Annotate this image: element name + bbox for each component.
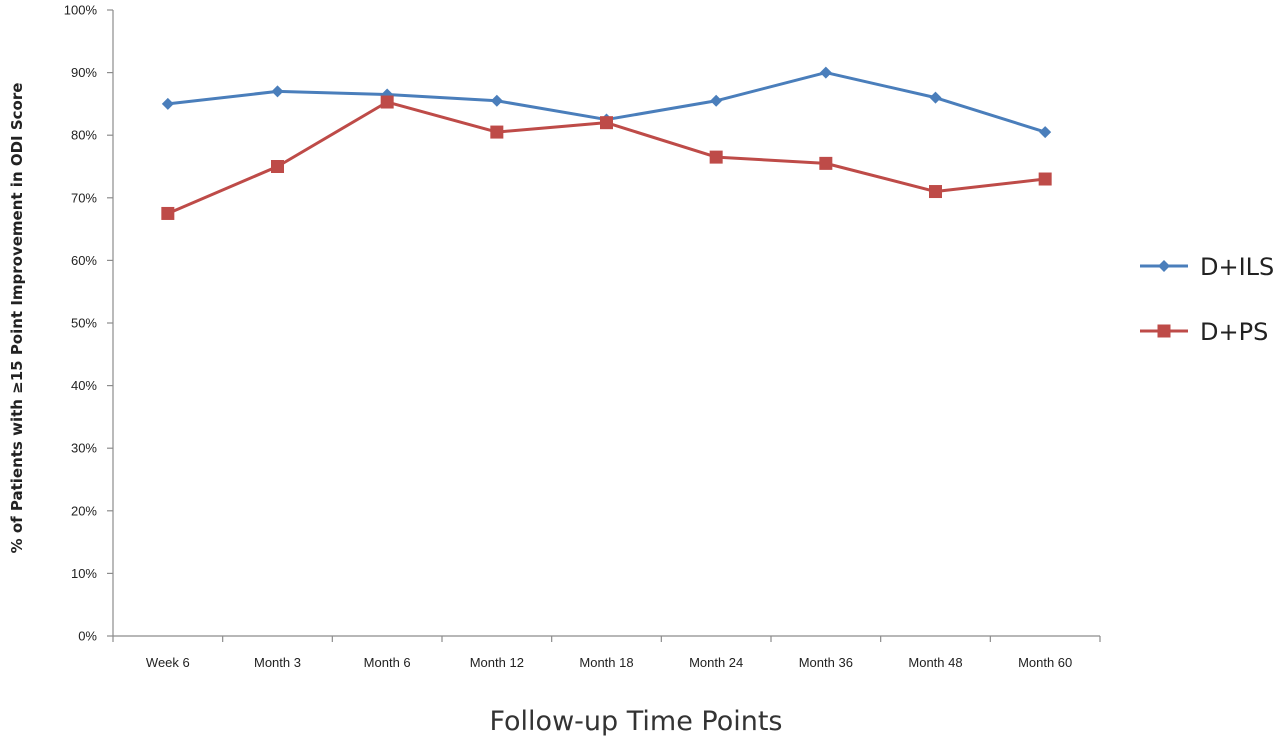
y-tick-label: 80% — [71, 128, 97, 143]
y-tick-label: 10% — [71, 566, 97, 581]
chart-series — [161, 66, 1052, 220]
data-point — [710, 94, 723, 107]
x-tick-label: Month 18 — [579, 655, 633, 670]
data-point — [929, 91, 942, 104]
legend-label: D+PS — [1200, 318, 1268, 346]
data-point — [600, 116, 613, 130]
data-point — [380, 95, 394, 109]
y-tick-label: 70% — [71, 190, 97, 205]
y-tick-label: 0% — [78, 629, 97, 644]
y-tick-label: 50% — [71, 316, 97, 331]
x-tick-label: Week 6 — [146, 655, 190, 670]
data-point — [271, 85, 284, 98]
data-point — [490, 125, 504, 139]
y-tick-label: 100% — [64, 3, 98, 18]
data-point — [1038, 172, 1052, 186]
x-tick-label: Month 6 — [364, 655, 411, 670]
chart-axes: 0% 10% 20% 30% 40% 50% 60% 70% 80% 90% 100% Week 6 M… — [64, 3, 1101, 670]
data-point — [161, 206, 175, 220]
x-axis-title: Follow-up Time Points — [489, 706, 782, 737]
x-tick-label: Month 36 — [799, 655, 853, 670]
legend-label: D+ILS — [1200, 253, 1274, 281]
data-point — [1039, 126, 1052, 139]
legend-item: D+ILS — [1140, 253, 1274, 281]
x-tick-label: Month 48 — [908, 655, 962, 670]
y-tick-label: 20% — [71, 503, 97, 518]
y-tick-label: 90% — [71, 65, 97, 80]
y-tick-label: 60% — [71, 253, 97, 268]
x-tick-label: Month 3 — [254, 655, 301, 670]
x-tick-label: Month 12 — [470, 655, 524, 670]
y-tick-label: 30% — [71, 441, 97, 456]
data-point — [929, 185, 942, 199]
x-tick-label: Month 60 — [1018, 655, 1072, 670]
data-point — [819, 156, 833, 170]
x-tick-label: Month 24 — [689, 655, 743, 670]
legend-diamond-marker — [1158, 260, 1170, 272]
data-point — [709, 150, 723, 164]
data-point — [819, 66, 832, 79]
series-d-ps — [161, 95, 1052, 220]
y-axis-title: % of Patients with ≥15 Point Improvement… — [8, 83, 26, 554]
legend-item: D+PS — [1140, 318, 1268, 346]
data-point — [271, 160, 284, 173]
data-point — [490, 94, 503, 107]
data-point — [161, 97, 174, 110]
y-tick-label: 40% — [71, 378, 97, 393]
legend-square-marker — [1157, 324, 1171, 338]
chart-legend: D+ILS D+PS — [1140, 253, 1274, 346]
